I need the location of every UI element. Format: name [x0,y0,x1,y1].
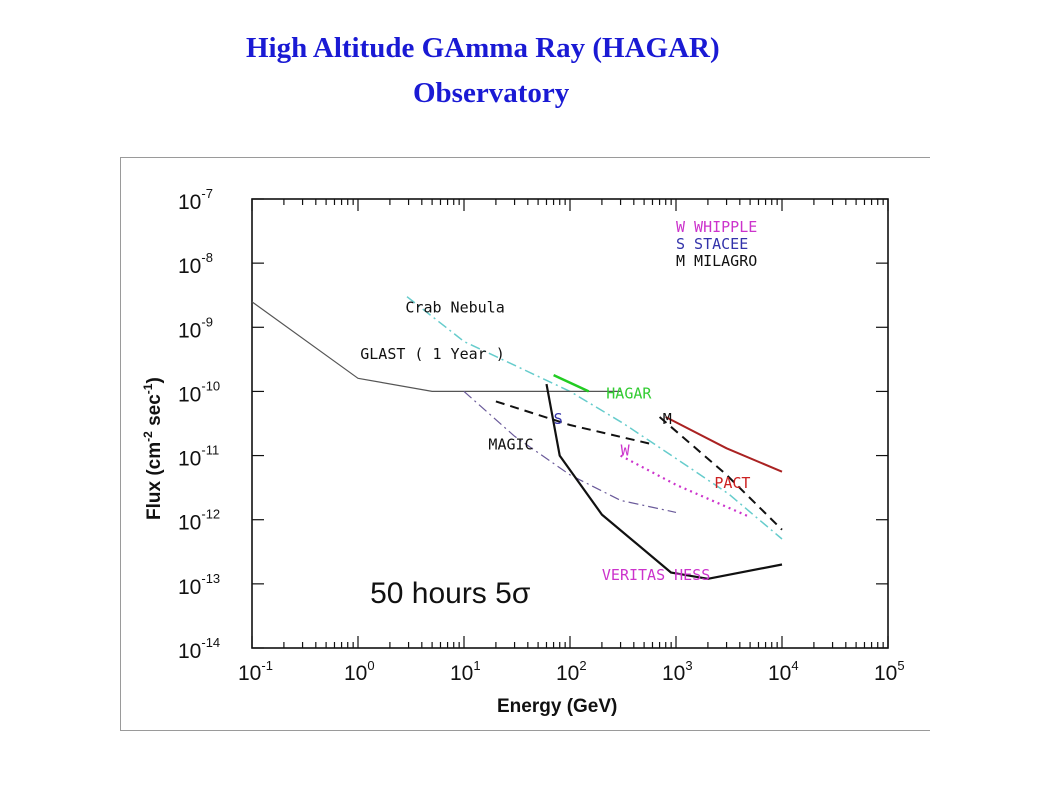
y-tick-label: 10-7 [178,186,213,214]
x-tick-label: 100 [344,658,375,685]
series-line-s [495,400,653,446]
x-tick-label: 102 [556,658,587,685]
series-line-magic [463,390,677,513]
y-tick-label: 10-14 [178,635,220,663]
annotation-veritas-hess: VERITAS HESS [602,566,710,584]
slide-title-line-2: Observatory [413,77,570,109]
legend-entry: W WHIPPLE [676,218,757,236]
annotation-w: W [621,442,631,460]
annotation-m: M [663,410,672,428]
series-line-glast-1-year [251,301,621,392]
y-tick-label: 10-9 [178,314,213,342]
legend-entry: M MILAGRO [676,252,757,270]
series-line-hagar [553,373,590,393]
y-tick-label: 10-10 [178,378,220,406]
series-line-veritas-hess [545,383,783,580]
annotation-hagar: HAGAR [606,384,652,402]
y-tick-label: 10-13 [178,571,220,599]
y-tick-label: 10-12 [178,507,220,535]
x-tick-label: 101 [450,658,481,685]
annotation-crab-nebula: Crab Nebula [405,299,504,317]
legend-entry: S STACEE [676,235,748,253]
annotation-glast-1-year: GLAST ( 1 Year ) [360,345,505,363]
series-line-pact [665,416,783,473]
y-tick-label: 10-11 [178,443,219,471]
x-axis-label: Energy (GeV) [497,696,617,717]
x-tick-label: 103 [662,658,693,685]
slide-title-line-1: High Altitude GAmma Ray (HAGAR) [246,32,720,64]
x-tick-label: 10-1 [238,658,273,685]
annotation-magic: MAGIC [488,435,533,453]
plot-frame [251,198,889,649]
x-tick-label: 104 [768,658,799,685]
x-tick-label: 105 [874,658,905,685]
annotation-50-hours-5: 50 hours 5σ [370,577,531,610]
y-axis-label: Flux (cm-2 sec-1) [141,377,165,520]
slide-title: High Altitude GAmma Ray (HAGAR) Observat… [0,0,1058,120]
series-line-m [658,416,783,531]
y-tick-label: 10-8 [178,250,213,278]
annotation-s: S [554,410,563,428]
annotation-pact: PACT [714,474,750,492]
